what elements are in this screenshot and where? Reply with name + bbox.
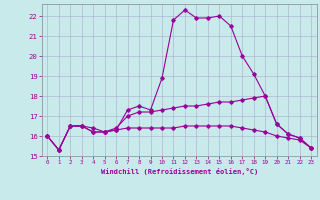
X-axis label: Windchill (Refroidissement éolien,°C): Windchill (Refroidissement éolien,°C) bbox=[100, 168, 258, 175]
